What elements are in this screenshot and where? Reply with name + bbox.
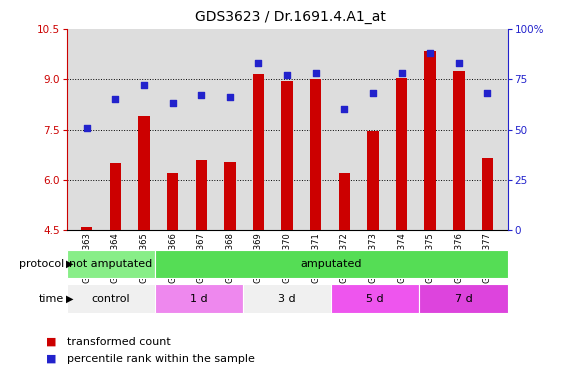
Point: [111, 96, 120, 103]
Bar: [243, 284, 331, 313]
Bar: [81, 227, 92, 230]
Bar: [253, 74, 264, 230]
Bar: [396, 78, 407, 230]
Point: [340, 106, 349, 113]
Point: [368, 90, 378, 96]
Text: GDS3623 / Dr.1691.4.A1_at: GDS3623 / Dr.1691.4.A1_at: [194, 10, 386, 23]
Bar: [339, 173, 350, 230]
Bar: [482, 158, 493, 230]
Text: time: time: [38, 293, 64, 304]
Text: protocol: protocol: [19, 259, 64, 269]
Bar: [155, 284, 243, 313]
Bar: [67, 250, 155, 278]
Bar: [419, 284, 508, 313]
Point: [82, 124, 92, 131]
Text: amputated: amputated: [300, 259, 362, 269]
Bar: [367, 131, 379, 230]
Point: [254, 60, 263, 66]
Bar: [425, 51, 436, 230]
Text: not amputated: not amputated: [69, 259, 153, 269]
Bar: [195, 160, 207, 230]
Text: control: control: [92, 293, 130, 304]
Text: transformed count: transformed count: [67, 337, 171, 347]
Bar: [138, 116, 150, 230]
Bar: [167, 173, 178, 230]
Point: [139, 82, 148, 88]
Bar: [310, 79, 321, 230]
Text: ▶: ▶: [66, 259, 74, 269]
Point: [197, 92, 206, 98]
Text: ▶: ▶: [66, 293, 74, 304]
Bar: [453, 71, 465, 230]
Text: percentile rank within the sample: percentile rank within the sample: [67, 354, 255, 364]
Point: [483, 90, 492, 96]
Text: ■: ■: [46, 354, 57, 364]
Bar: [224, 162, 235, 230]
Bar: [67, 284, 155, 313]
Bar: [110, 163, 121, 230]
Point: [225, 94, 234, 100]
Point: [397, 70, 406, 76]
Text: 3 d: 3 d: [278, 293, 296, 304]
Text: ■: ■: [46, 337, 57, 347]
Point: [168, 100, 177, 106]
Point: [426, 50, 435, 56]
Bar: [281, 81, 293, 230]
Bar: [331, 284, 419, 313]
Bar: [155, 250, 508, 278]
Text: 7 d: 7 d: [455, 293, 472, 304]
Point: [311, 70, 320, 76]
Text: 1 d: 1 d: [190, 293, 208, 304]
Point: [282, 72, 292, 78]
Text: 5 d: 5 d: [367, 293, 384, 304]
Point: [454, 60, 463, 66]
